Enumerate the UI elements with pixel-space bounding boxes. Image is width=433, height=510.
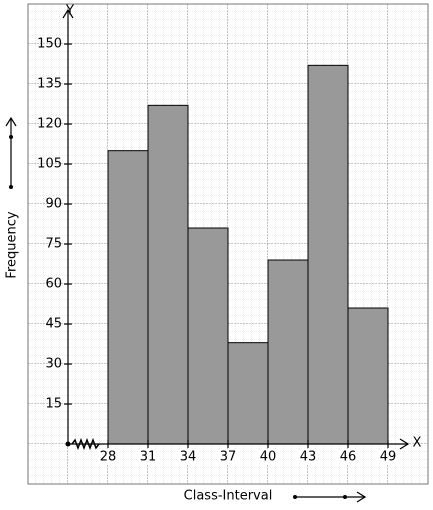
x-axis-label: Class-Interval [184, 489, 273, 504]
y-tick-label: 90 [45, 197, 62, 212]
y-tick-label: 150 [37, 37, 62, 52]
y-axis-label: Frequency [5, 211, 20, 278]
x-tick-label: 46 [340, 450, 357, 465]
x-tick-bg [297, 449, 319, 465]
origin [65, 441, 71, 447]
y-tick-label: 60 [45, 277, 62, 292]
bar [307, 64, 349, 445]
y-tick-label: 15 [45, 397, 62, 412]
bar [267, 259, 309, 445]
y-tick-label: 75 [45, 237, 62, 252]
x-tick-bg [97, 449, 119, 465]
x-tick-bg [377, 449, 399, 465]
x-tick-bg [337, 449, 359, 465]
x-axis-name: X [413, 436, 422, 451]
bar [347, 307, 389, 445]
decor-arrows [5, 116, 367, 503]
x-tick-label: 49 [380, 450, 397, 465]
x-tick-bg [217, 449, 239, 465]
x-tick-bg [257, 449, 279, 465]
bar [147, 104, 189, 445]
bar [107, 150, 149, 445]
y-tick-label: 135 [37, 77, 62, 92]
x-tick-label: 37 [220, 450, 237, 465]
y-tick-label: 105 [37, 157, 62, 172]
y-tick-label: 120 [37, 117, 62, 132]
y-tick-label: 45 [45, 317, 62, 332]
x-tick-label: 31 [140, 450, 157, 465]
y-axis-name: Y [65, 4, 74, 19]
x-tick-label: 40 [260, 450, 277, 465]
decor-dots [9, 135, 347, 499]
y-tick-label: 30 [45, 357, 62, 372]
axes [62, 8, 410, 451]
x-tick-bg [177, 449, 199, 465]
x-tick-label: 43 [300, 450, 317, 465]
bar [187, 227, 229, 445]
x-tick-label: 28 [100, 450, 117, 465]
x-tick-label: 34 [180, 450, 197, 465]
x-tick-bg [137, 449, 159, 465]
bar [227, 342, 269, 445]
